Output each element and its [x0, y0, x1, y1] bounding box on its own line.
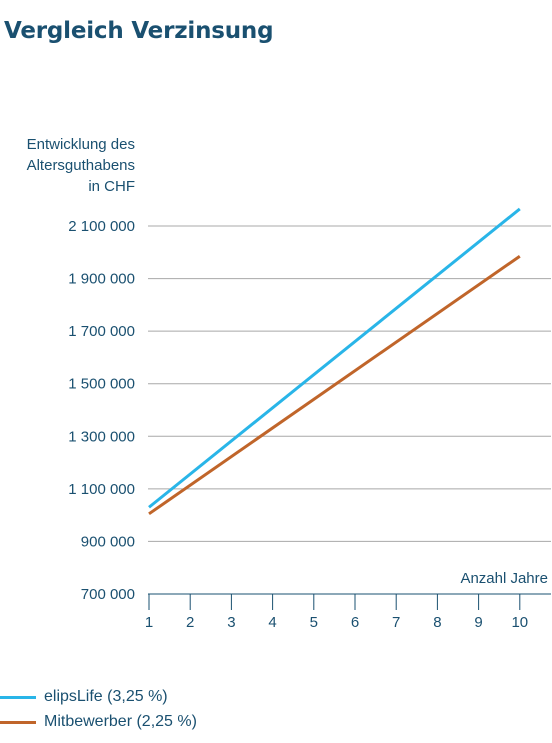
x-tick-label: 5	[310, 614, 318, 631]
gridlines	[148, 225, 551, 542]
series-lines	[148, 207, 521, 516]
y-axis-label-line: in CHF	[88, 178, 135, 195]
x-tick-label: 6	[351, 614, 359, 631]
y-tick-label: 1 300 000	[68, 428, 135, 445]
x-tick-label: 1	[145, 614, 153, 631]
x-tick-label: 8	[433, 614, 441, 631]
x-axis-label: Anzahl Jahre	[460, 570, 548, 587]
y-axis-label: Entwicklung des Altersguthabens in CHF	[27, 136, 135, 195]
chart-title: Vergleich Verzinsung	[4, 18, 274, 44]
x-axis: 1 2 3 4 5 6 7 8 9 10 Anzahl Jahre	[145, 570, 551, 631]
y-tick-label: 1 900 000	[68, 271, 135, 288]
y-tick-label: 900 000	[81, 533, 135, 550]
x-tick-label: 4	[268, 614, 276, 631]
y-tick-labels: 700 000 900 000 1 100 000 1 300 000 1 500 00…	[68, 218, 135, 603]
legend-swatch	[0, 720, 36, 724]
x-tick-label: 9	[474, 614, 482, 631]
y-axis-label-line: Entwicklung des	[27, 136, 135, 153]
y-tick-label: 1 700 000	[68, 323, 135, 340]
x-tick-label: 2	[186, 614, 194, 631]
legend-item: Mitbewerber (2,25 %)	[0, 712, 197, 732]
legend-label: elipsLife (3,25 %)	[44, 688, 168, 705]
y-axis-label-line: Altersguthabens	[27, 157, 135, 174]
y-tick-label: 700 000	[81, 586, 135, 603]
y-tick-label: 1 100 000	[68, 481, 135, 498]
x-tick-label: 10	[511, 614, 528, 631]
y-tick-label: 1 500 000	[68, 376, 135, 393]
legend-swatch	[0, 695, 36, 699]
legend-label: Mitbewerber (2,25 %)	[44, 713, 197, 730]
y-tick-label: 2 100 000	[68, 218, 135, 235]
x-tick-label: 7	[392, 614, 400, 631]
x-tick-label: 3	[227, 614, 235, 631]
series-line	[148, 254, 521, 516]
series-line	[148, 207, 521, 509]
legend-item: elipsLife (3,25 %)	[0, 687, 168, 707]
